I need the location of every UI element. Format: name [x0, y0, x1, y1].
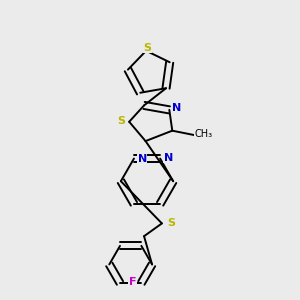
- Text: N: N: [138, 154, 147, 164]
- Text: S: S: [144, 43, 152, 53]
- Text: S: S: [117, 116, 125, 126]
- Text: N: N: [172, 103, 182, 113]
- Text: N: N: [164, 153, 173, 163]
- Text: S: S: [167, 218, 175, 227]
- Text: CH₃: CH₃: [194, 129, 213, 139]
- Text: F: F: [129, 277, 136, 287]
